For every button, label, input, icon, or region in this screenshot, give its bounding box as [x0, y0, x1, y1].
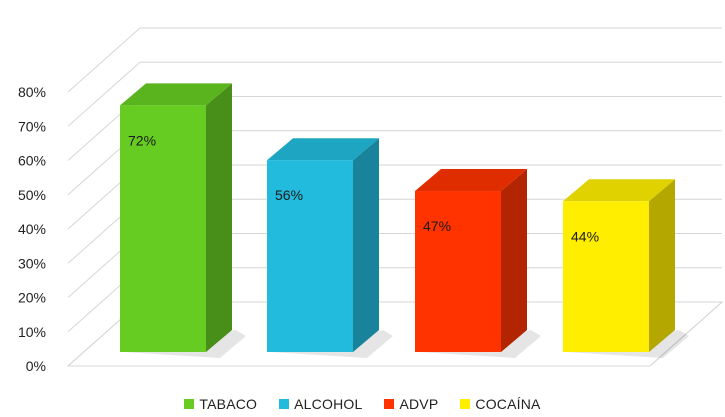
- y-tick-label: 20%: [18, 290, 46, 306]
- legend-swatch: [184, 399, 195, 409]
- legend-label: COCAÍNA: [475, 396, 541, 412]
- y-tick-label: 40%: [18, 221, 46, 237]
- floor-edge: [649, 301, 723, 367]
- bar-alcohol: [267, 138, 393, 358]
- chart-bars: [120, 83, 689, 358]
- legend-label: ALCOHOL: [294, 396, 363, 412]
- bar-front: [120, 105, 206, 353]
- bar-advp: [415, 169, 541, 358]
- legend-label: ADVP: [399, 396, 439, 412]
- legend-item-alcohol: ALCOHOL: [279, 396, 362, 412]
- bar-top: [563, 179, 675, 202]
- y-tick-label: 0%: [26, 358, 46, 374]
- bar-front: [415, 191, 501, 352]
- bar-value-label: 44%: [571, 228, 599, 244]
- bar-side: [353, 138, 379, 352]
- bar-side: [649, 179, 675, 352]
- bar-chart: 0% 10% 20% 30% 40% 50% 60% 70% 80% 72% 56% 47% 44%: [18, 27, 724, 374]
- chart-legend: TABACO ALCOHOL ADVP COCAÍNA: [0, 392, 725, 416]
- data-labels: 72% 56% 47% 44%: [128, 132, 599, 244]
- legend-label: TABACO: [199, 396, 258, 412]
- legend-item-tabaco: TABACO: [184, 396, 257, 412]
- bar-side: [501, 169, 527, 352]
- legend-item-advp: ADVP: [384, 396, 438, 412]
- bar-tabaco: [120, 83, 246, 358]
- bar-cocaína: [563, 179, 689, 358]
- y-tick-label: 50%: [18, 187, 46, 203]
- bar-side: [206, 83, 232, 353]
- legend-swatch: [384, 399, 395, 409]
- y-axis-ticks: 0% 10% 20% 30% 40% 50% 60% 70% 80%: [18, 84, 46, 374]
- y-tick-label: 70%: [18, 118, 46, 134]
- bar-top: [120, 83, 232, 106]
- bar-top: [415, 169, 527, 192]
- bar-value-label: 72%: [128, 132, 156, 148]
- y-tick-label: 10%: [18, 324, 46, 340]
- bar-value-label: 56%: [275, 187, 303, 203]
- legend-swatch: [460, 399, 471, 409]
- bar-value-label: 47%: [423, 218, 451, 234]
- gridline: [67, 27, 722, 93]
- legend-swatch: [279, 399, 290, 409]
- y-tick-label: 80%: [18, 84, 46, 100]
- bar-front: [563, 201, 649, 352]
- legend-item-cocaina: COCAÍNA: [460, 396, 540, 412]
- bar-front: [267, 160, 353, 352]
- y-tick-label: 60%: [18, 153, 46, 169]
- bar-top: [267, 138, 379, 161]
- gridline: [67, 61, 722, 127]
- y-tick-label: 30%: [18, 255, 46, 271]
